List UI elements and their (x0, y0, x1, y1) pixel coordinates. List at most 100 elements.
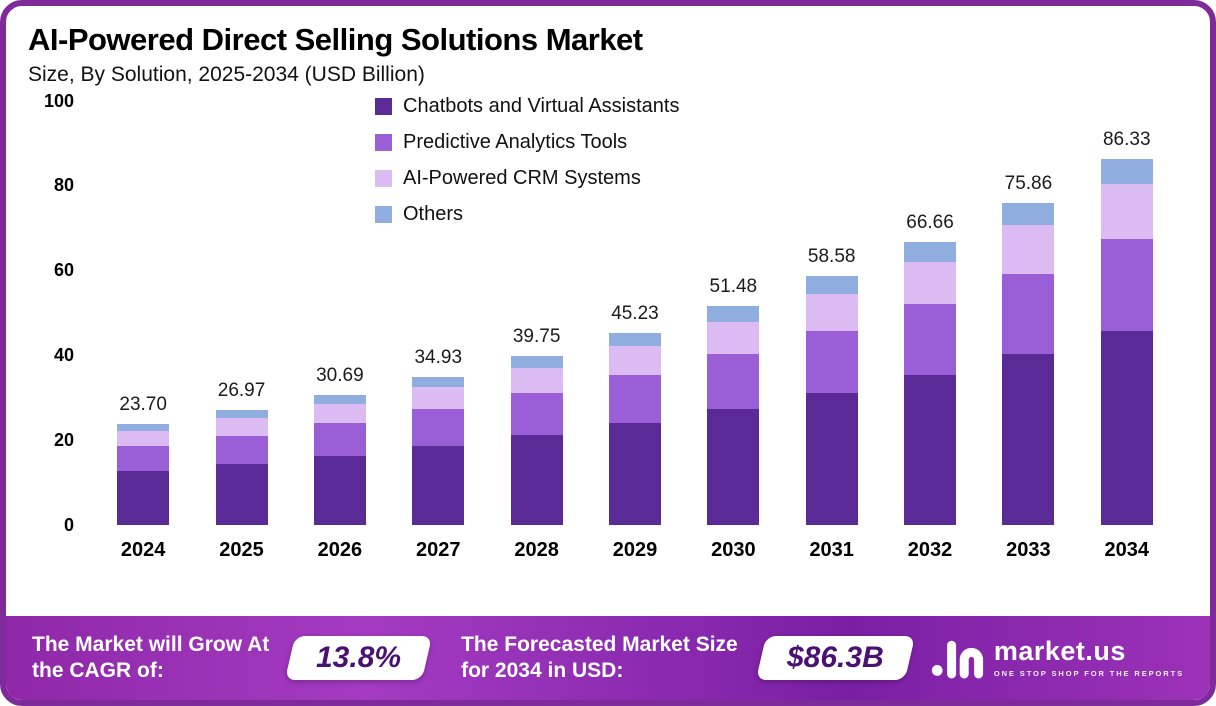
y-axis-tick: 80 (53, 175, 74, 196)
y-axis-tick: 20 (53, 429, 74, 450)
bar-segment (608, 346, 661, 376)
bar-total-label: 39.75 (512, 326, 561, 348)
bar-stack (412, 101, 465, 525)
bar-segment (608, 332, 661, 347)
bar-segment (215, 418, 268, 436)
forecast-value: $86.3B (787, 641, 884, 674)
bar-column: 30.69 (291, 101, 389, 525)
bar-stack (1002, 101, 1055, 525)
x-axis-label: 2033 (1006, 538, 1051, 561)
brand: market.us ONE STOP SHOP FOR THE REPORTS (930, 633, 1184, 684)
brand-tagline: ONE STOP SHOP FOR THE REPORTS (993, 669, 1184, 678)
x-axis-label: 2028 (514, 538, 559, 561)
cagr-value: 13.8% (316, 641, 402, 674)
bar-column: 34.93 (389, 101, 487, 525)
x-axis-label: 2024 (120, 538, 166, 561)
bar-total-label: 51.48 (709, 276, 758, 298)
y-axis: 0 20 40 60 80 100 (26, 91, 90, 535)
x-axis-label: 2025 (219, 538, 264, 561)
bar-segment (1100, 158, 1153, 185)
bar-segment (1002, 273, 1055, 355)
y-axis-tick: 0 (63, 514, 74, 535)
bar-group: 23.70 26.97 30.69 34.93 39.75 45.23 51.48 58.58… (90, 101, 1180, 525)
bar-segment (707, 321, 760, 355)
header: AI-Powered Direct Selling Solutions Mark… (6, 6, 1210, 87)
page-title: AI-Powered Direct Selling Solutions Mark… (28, 22, 643, 57)
bar-segment (412, 386, 465, 410)
bar-segment (1002, 354, 1055, 525)
x-axis-label: 2029 (612, 538, 658, 561)
bar-segment (805, 330, 858, 393)
bar-column: 39.75 (487, 101, 585, 525)
bar-stack (313, 101, 366, 525)
bar-total-label: 86.33 (1102, 128, 1151, 150)
plot-area: Chatbots and Virtual Assistants Predictiv… (90, 95, 1180, 525)
legend-item: Chatbots and Virtual Assistants (375, 95, 679, 118)
legend-swatch (375, 205, 392, 223)
bar-segment (117, 431, 170, 447)
chart-body: 0 20 40 60 80 100 Chatbots and Virtual Assist… (26, 91, 1180, 535)
bar-stack (707, 101, 760, 525)
bar-total-label: 75.86 (1004, 173, 1053, 194)
y-axis-tick: 100 (43, 90, 74, 111)
legend-swatch (375, 133, 392, 151)
bar-segment (904, 261, 957, 305)
legend-item: AI-Powered CRM Systems (375, 167, 679, 190)
bar-segment (707, 408, 760, 525)
bar-segment (1100, 184, 1153, 240)
bar-stack (215, 101, 268, 525)
x-axis-label: 2027 (416, 538, 461, 561)
bar-segment (1002, 203, 1055, 226)
x-axis-label: 2032 (907, 538, 953, 561)
forecast-value-pill: $86.3B (756, 636, 915, 680)
bar-column: 51.48 (684, 101, 782, 525)
brand-name: market.us (993, 636, 1126, 666)
bar-total-label: 23.70 (119, 394, 167, 416)
x-axis-label: 2031 (809, 538, 854, 561)
page-subtitle: Size, By Solution, 2025-2034 (USD Billio… (28, 62, 425, 86)
bar-segment (215, 435, 268, 465)
bar-stack (510, 101, 563, 525)
bar-column: 86.33 (1078, 101, 1176, 525)
bar-segment (608, 423, 661, 525)
bar-segment (608, 375, 661, 424)
forecast-label: The Forecasted Market Size for 2034 in U… (461, 632, 738, 682)
bar-segment (412, 446, 465, 525)
bar-segment (805, 393, 858, 525)
legend-label: Others (403, 202, 464, 225)
bar-segment (117, 471, 170, 525)
bar-segment (510, 393, 563, 436)
footer-banner: The Market will Grow At the CAGR of: 13.… (6, 616, 1210, 700)
bar-segment (904, 374, 957, 525)
bar-column: 66.66 (881, 101, 979, 525)
x-axis-label: 2030 (711, 538, 756, 561)
bar-total-label: 30.69 (316, 364, 364, 386)
bar-segment (117, 446, 170, 472)
legend-label: Chatbots and Virtual Assistants (403, 94, 680, 117)
bar-segment (510, 435, 563, 525)
y-axis-tick: 40 (53, 345, 74, 366)
bar-segment (707, 354, 760, 409)
bar-segment (805, 293, 858, 331)
legend-label: Predictive Analytics Tools (403, 130, 628, 153)
bar-total-label: 45.23 (611, 302, 659, 324)
bar-stack (608, 101, 661, 525)
bar-segment (313, 403, 366, 424)
bar-segment (510, 367, 563, 394)
bar-total-label: 34.93 (414, 346, 463, 368)
bar-segment (904, 242, 957, 262)
bar-stack (904, 101, 957, 525)
bar-total-label: 58.58 (807, 246, 856, 268)
bar-segment (117, 424, 170, 432)
bar-segment (215, 464, 268, 525)
bar-column: 75.86 (979, 101, 1077, 525)
x-axis-label: 2026 (317, 538, 363, 561)
legend-item: Predictive Analytics Tools (375, 131, 679, 154)
bar-segment (313, 423, 366, 456)
cagr-label: The Market will Grow At the CAGR of: (32, 632, 270, 682)
bar-total-label: 26.97 (217, 380, 266, 402)
bar-segment (805, 276, 858, 294)
legend-label: AI-Powered CRM Systems (403, 166, 641, 189)
bar-segment (904, 304, 957, 375)
bar-stack (805, 101, 858, 525)
